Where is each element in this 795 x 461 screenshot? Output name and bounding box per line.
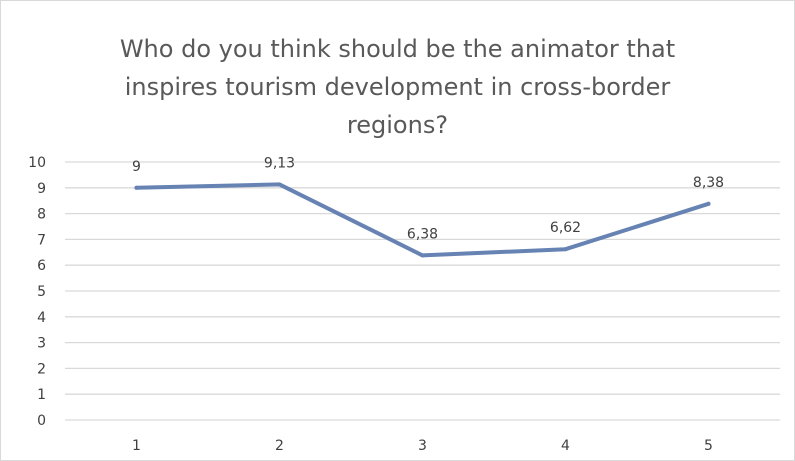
data-label-4: 6,62: [550, 220, 581, 236]
y-tick-label-8: 8: [37, 207, 46, 223]
x-tick-label-1: 1: [132, 438, 141, 454]
data-point-4: [563, 247, 568, 252]
x-tick-label-2: 2: [275, 438, 284, 454]
x-tick-label-5: 5: [704, 438, 713, 454]
chart-title: Who do you think should be the animator …: [0, 30, 795, 144]
y-tick-label-5: 5: [37, 284, 46, 300]
chart-title-line-1: Who do you think should be the animator …: [119, 35, 676, 63]
y-tick-label-0: 0: [37, 413, 46, 429]
y-tick-label-9: 9: [37, 181, 46, 197]
y-tick-label-2: 2: [37, 361, 46, 377]
chart-title-line-3: regions?: [346, 111, 449, 139]
data-label-3: 6,38: [407, 226, 438, 242]
y-tick-label-4: 4: [37, 310, 46, 326]
data-label-2: 9,13: [264, 155, 295, 171]
data-label-5: 8,38: [693, 175, 724, 191]
data-point-3: [420, 253, 425, 258]
y-tick-label-1: 1: [37, 387, 46, 403]
chart-title-line-2: inspires tourism development in cross-bo…: [124, 73, 671, 101]
x-tick-label-4: 4: [561, 438, 570, 454]
y-tick-label-6: 6: [37, 258, 46, 274]
data-point-5: [706, 201, 711, 206]
y-tick-label-7: 7: [37, 232, 46, 248]
y-tick-label-10: 10: [28, 155, 46, 171]
series-line-0: [134, 182, 711, 258]
x-tick-label-3: 3: [418, 438, 427, 454]
y-tick-label-3: 3: [37, 336, 46, 352]
data-point-2: [277, 182, 282, 187]
data-label-1: 9: [132, 159, 141, 175]
data-point-1: [134, 185, 139, 190]
